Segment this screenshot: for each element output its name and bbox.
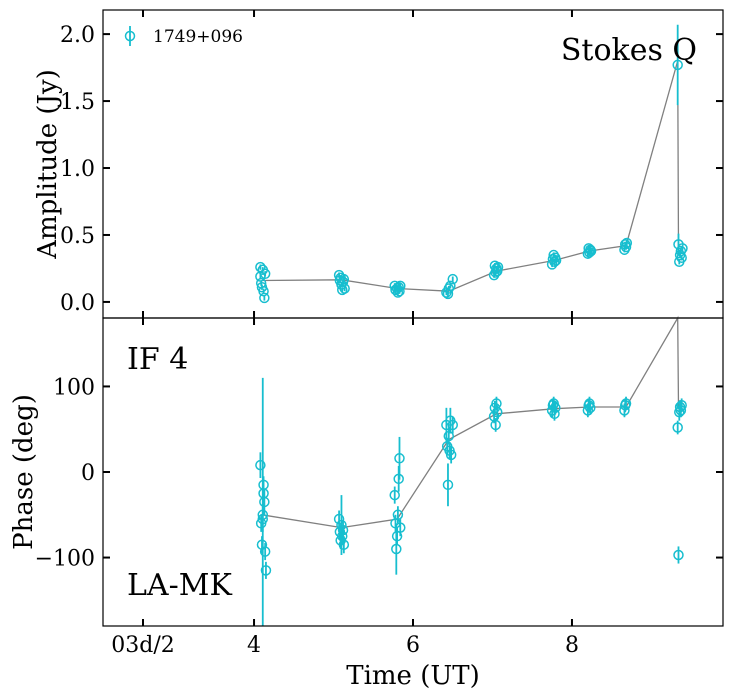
- data-point: [339, 283, 350, 294]
- data-point: [490, 419, 501, 431]
- stokes-annotation: Stokes Q: [561, 33, 697, 68]
- y-tick-label: 0: [81, 461, 95, 486]
- if-annotation: IF 4: [127, 342, 188, 377]
- data-point: [255, 459, 266, 471]
- x-tick-label: 03d/2: [111, 633, 175, 658]
- y-axis-label: Amplitude (Jy): [33, 69, 63, 260]
- y-tick-label: 1.5: [60, 90, 95, 115]
- data-point: [395, 280, 406, 292]
- mean-line: [261, 315, 680, 529]
- data-point: [447, 419, 458, 431]
- data-point: [258, 488, 269, 499]
- y-axis-label: Phase (deg): [9, 394, 39, 550]
- data-point: [585, 402, 596, 414]
- baseline-annotation: LA-MK: [127, 568, 232, 603]
- y-tick-label: 100: [53, 375, 95, 400]
- data-point: [621, 237, 633, 249]
- data-point: [550, 255, 562, 266]
- data-point: [550, 402, 561, 414]
- y-tick-label: 1.0: [60, 157, 95, 182]
- data-point: [259, 292, 270, 304]
- data-point: [447, 273, 458, 285]
- data-point: [676, 400, 687, 411]
- legend-label: 1749+096: [153, 27, 243, 47]
- x-tick-label: 8: [565, 633, 579, 658]
- data-point: [260, 565, 272, 576]
- data-point: [445, 280, 456, 292]
- data-point: [443, 283, 455, 294]
- data-point: [442, 479, 454, 491]
- y-tick-label: 0.5: [60, 224, 95, 249]
- data-point: [492, 406, 503, 418]
- x-tick-label: 4: [247, 633, 261, 658]
- data-point: [389, 489, 400, 501]
- x-tick-label: 6: [406, 633, 420, 658]
- y-tick-label: 2.0: [60, 23, 95, 48]
- data-point: [443, 430, 455, 442]
- data-point: [445, 449, 457, 461]
- data-point: [392, 509, 404, 521]
- data-point: [620, 398, 632, 409]
- data-point: [394, 453, 405, 464]
- panel-bottom: [102, 315, 724, 627]
- data-point: [677, 243, 688, 254]
- y-tick-label: 0.0: [60, 291, 95, 316]
- legend-marker: [124, 30, 136, 42]
- mean-line: [261, 60, 680, 292]
- y-tick-label: −100: [35, 547, 95, 572]
- data-point: [585, 245, 597, 257]
- data-point: [395, 522, 406, 533]
- x-axis-label: Time (UT): [346, 661, 480, 691]
- data-point: [338, 539, 350, 550]
- data-point: [672, 422, 683, 433]
- data-point: [337, 524, 349, 536]
- data-point: [259, 268, 271, 280]
- data-point: [492, 261, 504, 273]
- data-point: [672, 59, 683, 71]
- data-point: [259, 546, 271, 557]
- data-point: [673, 549, 684, 561]
- legend: [124, 26, 136, 46]
- data-point: [257, 513, 269, 525]
